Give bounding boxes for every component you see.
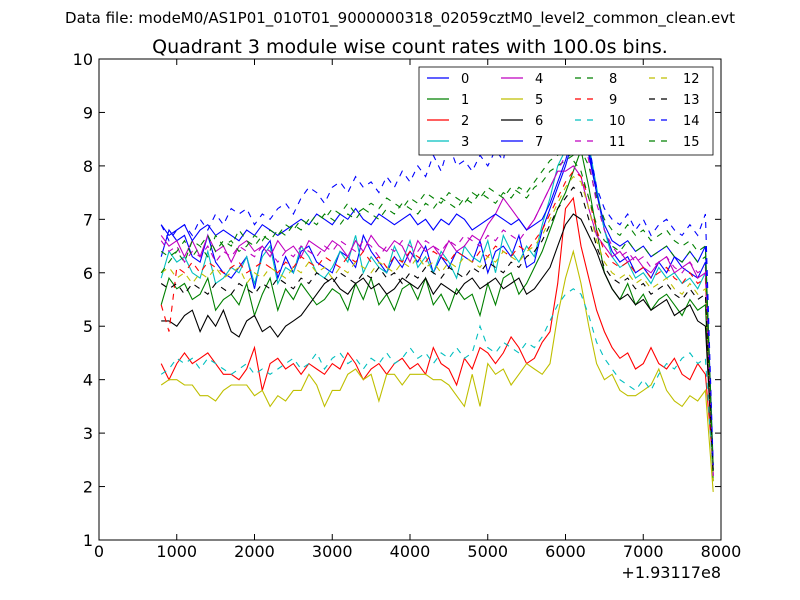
- legend-label-7: 7: [535, 135, 543, 150]
- y-tick-label: 2: [83, 478, 93, 497]
- y-tick-label: 5: [83, 317, 93, 336]
- chart-title: Quadrant 3 module wise count rates with …: [152, 36, 668, 58]
- series-line-5: [160, 249, 714, 492]
- legend-label-1: 1: [461, 93, 469, 108]
- series-line-2: [160, 196, 714, 466]
- legend-label-5: 5: [535, 93, 543, 108]
- legend-label-3: 3: [461, 135, 469, 150]
- series-line-1: [160, 147, 714, 482]
- legend-label-13: 13: [683, 93, 700, 108]
- y-tick-label: 7: [83, 210, 93, 229]
- figure-suptitle: Data file: modeM0/AS1P01_010T01_90000003…: [65, 9, 735, 27]
- x-tick-label: 3000: [312, 542, 353, 561]
- legend-label-10: 10: [609, 114, 626, 129]
- legend-label-11: 11: [609, 135, 626, 150]
- legend-label-8: 8: [609, 72, 617, 87]
- legend-box: [418, 66, 714, 156]
- x-tick-label: 0: [94, 542, 104, 561]
- series-line-14: [160, 106, 714, 466]
- x-tick-label: 8000: [701, 542, 742, 561]
- series-line-10: [160, 288, 714, 476]
- legend-label-6: 6: [535, 114, 543, 129]
- series-line-9: [160, 170, 714, 471]
- series-line-6: [161, 213, 714, 471]
- y-tick-label: 6: [83, 264, 93, 283]
- legend-label-4: 4: [535, 72, 543, 87]
- y-tick-label: 10: [73, 50, 93, 69]
- legend-label-12: 12: [683, 72, 700, 87]
- series-line-3: [160, 111, 714, 476]
- x-tick-label: 1000: [156, 542, 197, 561]
- series-line-11: [160, 127, 714, 476]
- x-tick-label: 4000: [390, 542, 431, 561]
- y-tick-label: 4: [83, 371, 93, 390]
- legend-label-14: 14: [683, 114, 700, 129]
- series-line-7: [160, 116, 714, 466]
- x-offset-label: +1.93117e8: [621, 563, 721, 582]
- series-line-0: [160, 121, 714, 471]
- legend-label-2: 2: [461, 114, 469, 129]
- x-tick-label: 5000: [467, 542, 508, 561]
- legend-label-9: 9: [609, 93, 617, 108]
- y-tick-label: 8: [83, 157, 93, 176]
- axis-layer: 0 1000 2000 3000 4000 5000 6000 7000 80001234567…: [73, 50, 742, 561]
- x-tick-label: 6000: [545, 542, 586, 561]
- x-tick-label: 2000: [234, 542, 275, 561]
- series-line-8: [160, 149, 714, 471]
- series-line-4: [160, 165, 714, 476]
- legend-label-15: 15: [683, 135, 700, 150]
- y-tick-label: 3: [83, 424, 93, 443]
- series-line-12: [160, 175, 714, 482]
- legend-label-0: 0: [461, 72, 469, 87]
- y-tick-label: 9: [83, 103, 93, 122]
- y-tick-label: 1: [83, 531, 93, 550]
- series-layer: [160, 106, 714, 492]
- x-tick-label: 7000: [623, 542, 664, 561]
